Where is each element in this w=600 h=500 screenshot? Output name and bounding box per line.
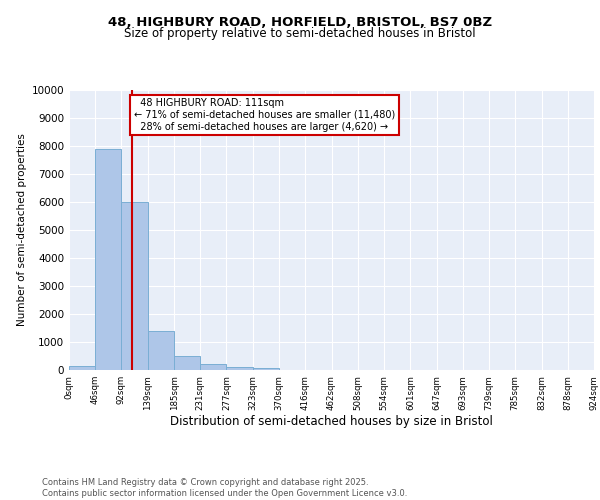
Text: 48 HIGHBURY ROAD: 111sqm
← 71% of semi-detached houses are smaller (11,480)
  28: 48 HIGHBURY ROAD: 111sqm ← 71% of semi-d…	[134, 98, 395, 132]
Bar	[174, 356, 200, 370]
Text: Contains HM Land Registry data © Crown copyright and database right 2025.
Contai: Contains HM Land Registry data © Crown c…	[42, 478, 407, 498]
Bar	[69, 366, 95, 370]
Text: Size of property relative to semi-detached houses in Bristol: Size of property relative to semi-detach…	[124, 28, 476, 40]
Bar	[95, 149, 121, 370]
Text: 48, HIGHBURY ROAD, HORFIELD, BRISTOL, BS7 0BZ: 48, HIGHBURY ROAD, HORFIELD, BRISTOL, BS…	[108, 16, 492, 29]
Bar	[253, 368, 279, 370]
Bar	[148, 331, 174, 370]
X-axis label: Distribution of semi-detached houses by size in Bristol: Distribution of semi-detached houses by …	[170, 416, 493, 428]
Bar	[121, 202, 148, 370]
Bar	[226, 366, 253, 370]
Y-axis label: Number of semi-detached properties: Number of semi-detached properties	[17, 134, 28, 326]
Bar	[200, 364, 226, 370]
